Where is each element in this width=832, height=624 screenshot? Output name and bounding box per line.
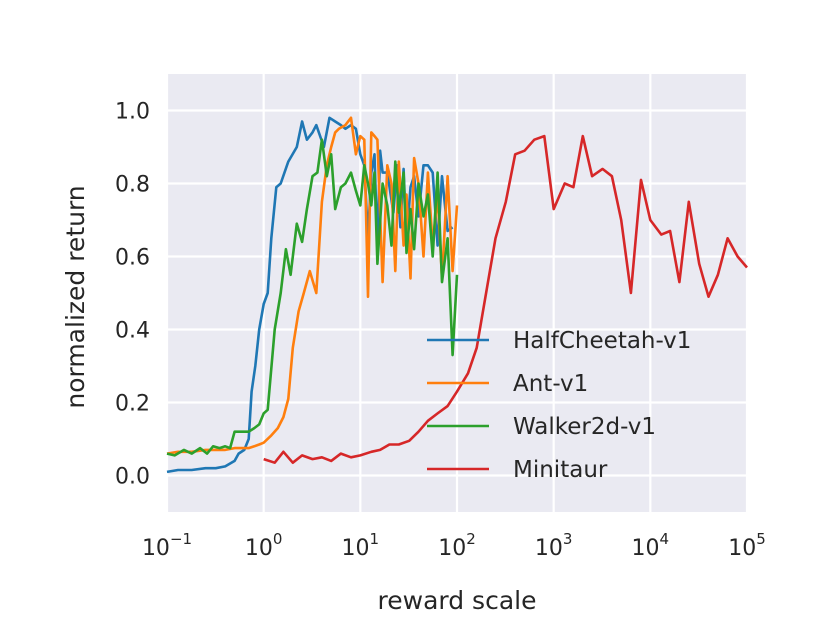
y-axis-label: normalized return	[61, 185, 90, 408]
x-axis-label: reward scale	[378, 586, 537, 615]
legend: HalfCheetah-v1 Ant-v1 Walker2d-v1 Minitaur	[427, 328, 691, 483]
legend-label: Ant-v1	[513, 371, 588, 397]
series-line-walker2d-v1	[166, 138, 459, 457]
legend-label: Minitaur	[513, 457, 608, 483]
series-lines	[166, 116, 748, 474]
x-tick-label: 100	[245, 530, 283, 561]
x-tick-label: 105	[728, 530, 766, 561]
y-tick-label: 0.2	[115, 392, 150, 417]
x-tick-labels: 10−1 100 101 102 103 104 105	[142, 530, 766, 561]
legend-label: Walker2d-v1	[513, 414, 656, 440]
legend-label: HalfCheetah-v1	[513, 328, 691, 354]
x-tick-label: 103	[535, 530, 573, 561]
y-tick-labels: 0.0 0.2 0.4 0.6 0.8 1.0	[115, 100, 150, 490]
x-tick-label: 10−1	[142, 530, 192, 561]
x-tick-label: 102	[438, 530, 476, 561]
x-tick-label: 104	[632, 530, 670, 561]
y-tick-label: 0.0	[115, 465, 150, 490]
y-tick-label: 0.8	[115, 173, 150, 198]
y-tick-label: 0.4	[115, 319, 150, 344]
y-tick-label: 0.6	[115, 246, 150, 271]
series-line-minitaur	[263, 134, 748, 465]
series-line-halfcheetah-v1	[166, 116, 454, 474]
x-tick-label: 101	[342, 530, 380, 561]
y-tick-label: 1.0	[115, 100, 150, 125]
series-line-ant-v1	[166, 116, 459, 455]
